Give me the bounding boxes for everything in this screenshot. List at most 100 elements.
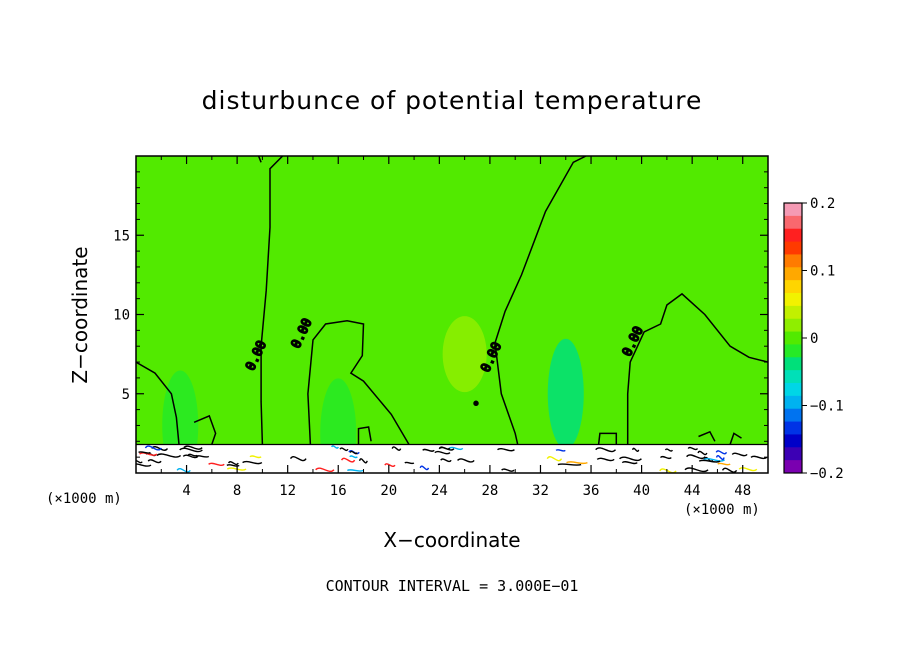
boundary-layer-eddy (687, 446, 699, 451)
boundary-layer-eddy (183, 445, 203, 450)
warm_anomaly-0 (442, 316, 487, 393)
colorbar-swatch (784, 460, 802, 474)
boundary-layer-eddy (346, 469, 364, 472)
zero-contour-1 (260, 156, 284, 445)
colorbar-swatch (784, 280, 802, 294)
x-tick-label: 44 (684, 483, 701, 499)
boundary-layer-eddy (349, 455, 358, 459)
boundary-layer-eddy (621, 461, 638, 465)
boundary-layer-eddy (176, 468, 191, 473)
colorbar-swatch (784, 203, 802, 217)
x-tick-label: 24 (431, 483, 448, 499)
boundary-layer-eddy (289, 456, 307, 462)
zero-contour-10 (357, 426, 372, 445)
boundary-layer-eddy (448, 446, 464, 451)
contour-dot (473, 400, 479, 407)
colorbar-tick-label: 0.2 (810, 196, 835, 212)
boundary-layer-eddy (226, 464, 240, 467)
zero-contour-5 (626, 292, 768, 445)
x-tick-label: 36 (583, 483, 600, 499)
boundary-layer-eddy (546, 456, 563, 462)
x-tick-label: 28 (481, 483, 498, 499)
boundary-layer-eddy (340, 457, 356, 463)
boundary-layer-eddy (331, 445, 339, 449)
boundary-layer-eddy (738, 467, 758, 472)
boundary-layer-eddy (147, 459, 162, 464)
boundary-layer-eddy (497, 447, 515, 452)
colorbar-swatch (784, 447, 802, 461)
boundary-layer-eddy (187, 453, 198, 457)
colorbar-swatch (784, 357, 802, 371)
boundary-layer-eddy (631, 447, 640, 452)
boundary-layer-eddy (715, 450, 728, 455)
boundary-layer-eddy (391, 446, 402, 451)
boundary-layer-eddy (717, 462, 731, 466)
boundary-layer-eddy (557, 463, 582, 466)
boundary-layer-eddy (501, 468, 515, 472)
chart-title: disturbunce of potential temperature (201, 86, 703, 115)
boundary-layer-eddy (566, 461, 588, 465)
zero-contour-9 (729, 432, 742, 445)
boundary-layer-eddy (715, 454, 725, 461)
boundary-layer-eddy (596, 457, 615, 462)
colorbar-swatch (784, 267, 802, 281)
boundary-layer-eddy (440, 458, 452, 463)
boundary-layer-eddy (182, 454, 199, 459)
boundary-layer-eddy (619, 456, 642, 462)
zero-contour-3 (307, 320, 410, 445)
boundary-layer-eddy (684, 467, 709, 473)
colorbar-swatch (784, 305, 802, 320)
colorbar-swatch (784, 408, 802, 423)
colorbar-swatch (784, 383, 802, 397)
x-unit-label-right: (×1000 m) (684, 502, 760, 518)
x-axis-label: X−coordinate (383, 528, 521, 552)
colorbar-swatch (784, 344, 802, 358)
cool_anomaly-1 (547, 338, 584, 449)
x-tick-label: 8 (233, 483, 241, 499)
boundary-layer-eddy (697, 450, 708, 456)
boundary-layer-eddy (659, 455, 672, 460)
boundary-layer-eddy (136, 463, 152, 467)
boundary-layer-eddy (138, 451, 151, 454)
boundary-layer-eddy (731, 452, 748, 457)
boundary-layer-eddy (139, 452, 158, 456)
boundary-layer-eddy (349, 450, 358, 455)
boundary-layer-eddy (750, 455, 768, 460)
x-tick-label: 20 (380, 483, 397, 499)
field-background (136, 156, 768, 473)
x-tick-label: 16 (330, 483, 347, 499)
boundary-layer-eddy (422, 448, 435, 452)
plot-area (136, 156, 768, 473)
boundary-layer-eddy (698, 459, 721, 463)
zero-contour-8 (698, 430, 716, 442)
boundary-layer-eddy (404, 461, 415, 465)
x-tick-label: 12 (279, 483, 296, 499)
boundary-layer-eddy (457, 458, 475, 463)
boundary-layer-eddy (179, 447, 203, 453)
colorbar-swatch (784, 331, 802, 345)
zero-contour-6 (193, 414, 217, 445)
x-tick-label: 48 (734, 483, 751, 499)
colorbar-tick-label: −0.1 (810, 399, 844, 415)
boundary-layer-eddy (703, 457, 726, 462)
zero-contour-7 (597, 432, 618, 445)
boundary-layer-eddy (249, 455, 262, 459)
colorbar-tick-label: 0.1 (810, 264, 835, 280)
boundary-layer-eddy (156, 453, 182, 458)
y-tick-label: 15 (113, 228, 130, 244)
boundary-layer-eddy (595, 447, 617, 453)
contour-interval-note: CONTOUR INTERVAL = 3.000E−01 (325, 577, 579, 595)
boundary-layer-eddy (664, 448, 674, 452)
colorbar-swatch (784, 421, 802, 435)
x-tick-label: 40 (633, 483, 650, 499)
x-tick-label: 32 (532, 483, 549, 499)
colorbar: 0.2 0.1 0 −0.1 −0.2 (783, 196, 844, 482)
boundary-layer-eddy (434, 450, 451, 455)
boundary-layer-eddy (315, 467, 335, 473)
colorbar-swatch (784, 254, 802, 268)
boundary-layer-eddy (144, 445, 162, 451)
boundary-layer-eddy (686, 454, 706, 460)
boundary-layer-eddy (358, 458, 368, 464)
boundary-layer-eddy (659, 468, 677, 473)
